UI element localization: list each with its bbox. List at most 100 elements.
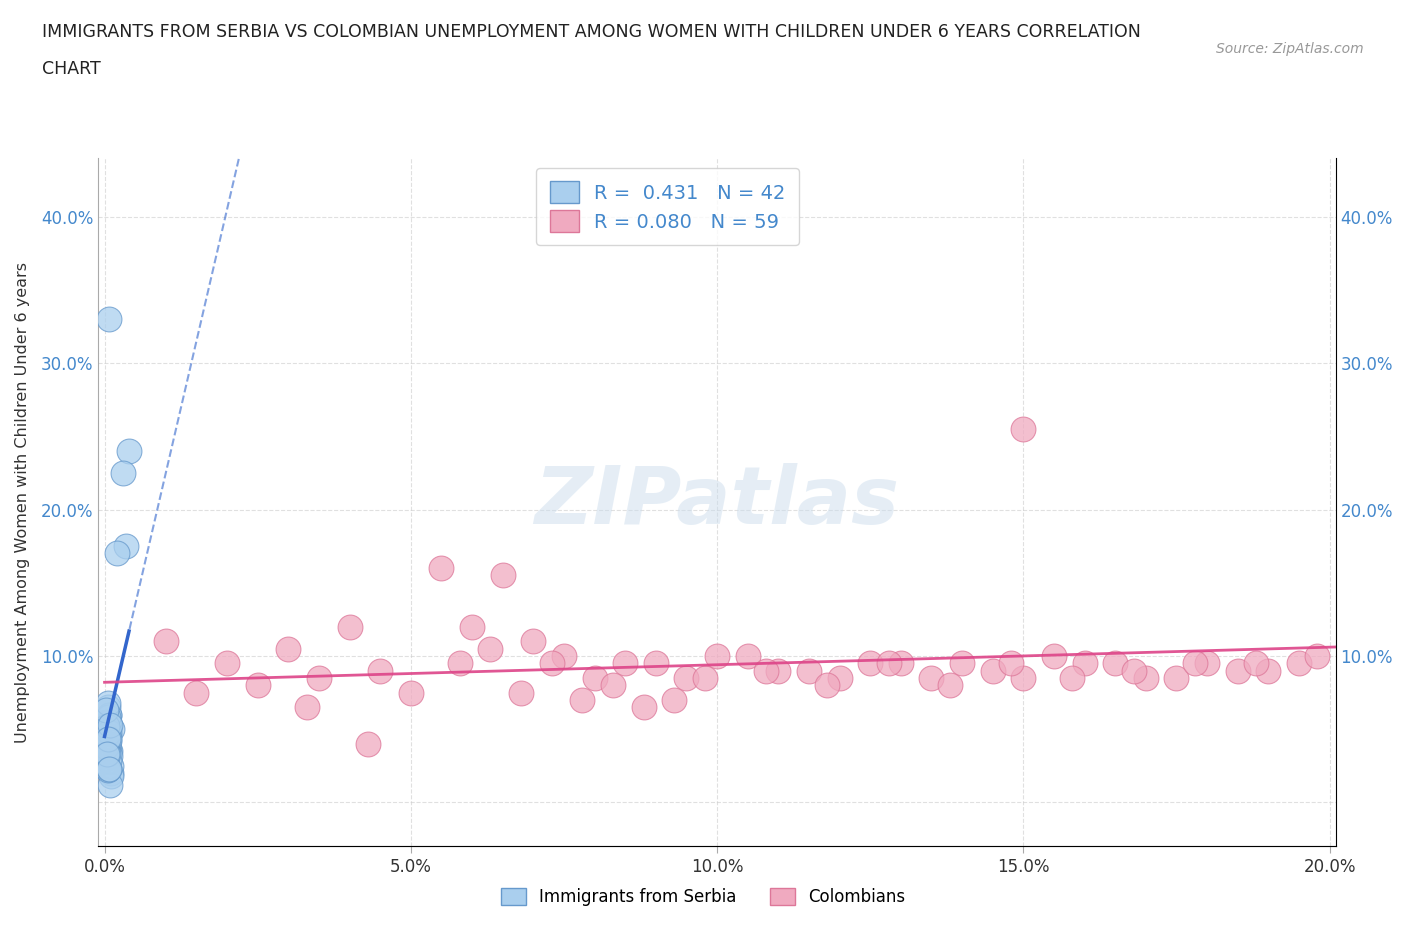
Point: [890, 656, 912, 671]
Point: [920, 671, 942, 685]
Text: Source: ZipAtlas.com: Source: ZipAtlas.com: [1216, 42, 1364, 56]
Point: [1122, 663, 1144, 678]
Point: [96, 722, 118, 737]
Point: [1184, 656, 1206, 671]
Point: [118, 444, 141, 458]
Point: [98, 777, 121, 792]
Point: [1104, 656, 1126, 671]
Point: [97, 732, 120, 747]
Point: [1306, 648, 1329, 663]
Point: [859, 656, 882, 671]
Point: [98, 748, 121, 763]
Point: [828, 671, 851, 685]
Point: [96, 747, 118, 762]
Point: [98, 707, 121, 722]
Point: [368, 663, 391, 678]
Point: [101, 722, 124, 737]
Point: [492, 568, 515, 583]
Point: [553, 648, 575, 663]
Point: [100, 758, 122, 773]
Point: [737, 648, 759, 663]
Point: [96, 714, 118, 729]
Point: [1000, 656, 1022, 671]
Point: [277, 641, 299, 656]
Point: [96, 742, 118, 757]
Point: [97, 699, 120, 714]
Legend: Immigrants from Serbia, Colombians: Immigrants from Serbia, Colombians: [494, 881, 912, 912]
Point: [430, 561, 453, 576]
Point: [98, 744, 121, 759]
Point: [1244, 656, 1267, 671]
Point: [97, 737, 120, 751]
Point: [614, 656, 637, 671]
Point: [97, 763, 120, 777]
Point: [540, 656, 562, 671]
Point: [510, 685, 533, 700]
Point: [1043, 648, 1066, 663]
Text: CHART: CHART: [42, 60, 101, 78]
Point: [97, 696, 120, 711]
Point: [797, 663, 820, 678]
Point: [815, 678, 838, 693]
Point: [100, 768, 122, 783]
Point: [1166, 671, 1188, 685]
Point: [96, 751, 118, 766]
Point: [449, 656, 471, 671]
Point: [950, 656, 973, 671]
Point: [215, 656, 238, 671]
Point: [96, 754, 118, 769]
Point: [97, 758, 120, 773]
Point: [602, 678, 624, 693]
Point: [981, 663, 1004, 678]
Point: [186, 685, 208, 700]
Point: [706, 648, 728, 663]
Point: [1288, 656, 1310, 671]
Point: [583, 671, 606, 685]
Point: [97, 762, 120, 777]
Point: [522, 634, 544, 649]
Point: [308, 671, 330, 685]
Point: [98, 754, 121, 769]
Point: [246, 678, 269, 693]
Point: [97, 707, 120, 722]
Point: [339, 619, 361, 634]
Point: [1062, 671, 1084, 685]
Point: [1012, 421, 1035, 436]
Point: [98, 762, 121, 777]
Point: [97, 724, 120, 739]
Point: [399, 685, 422, 700]
Point: [939, 678, 962, 693]
Point: [295, 699, 318, 714]
Point: [768, 663, 790, 678]
Point: [100, 765, 122, 780]
Point: [1012, 671, 1035, 685]
Point: [1073, 656, 1095, 671]
Point: [98, 744, 121, 759]
Point: [1135, 671, 1157, 685]
Point: [98, 717, 121, 732]
Point: [97, 737, 120, 751]
Point: [96, 751, 118, 766]
Point: [98, 312, 121, 326]
Point: [155, 634, 177, 649]
Point: [755, 663, 778, 678]
Point: [1226, 663, 1249, 678]
Point: [97, 747, 120, 762]
Point: [98, 732, 121, 747]
Point: [97, 714, 120, 729]
Y-axis label: Unemployment Among Women with Children Under 6 years: Unemployment Among Women with Children U…: [15, 261, 30, 743]
Point: [96, 739, 118, 754]
Point: [105, 546, 128, 561]
Point: [461, 619, 484, 634]
Point: [96, 703, 118, 718]
Point: [644, 656, 666, 671]
Point: [98, 734, 121, 749]
Point: [664, 693, 686, 708]
Point: [97, 739, 120, 754]
Point: [97, 729, 120, 744]
Point: [1257, 663, 1279, 678]
Legend: R =  0.431   N = 42, R = 0.080   N = 59: R = 0.431 N = 42, R = 0.080 N = 59: [536, 167, 799, 246]
Point: [357, 737, 380, 751]
Point: [97, 763, 120, 777]
Point: [115, 538, 138, 553]
